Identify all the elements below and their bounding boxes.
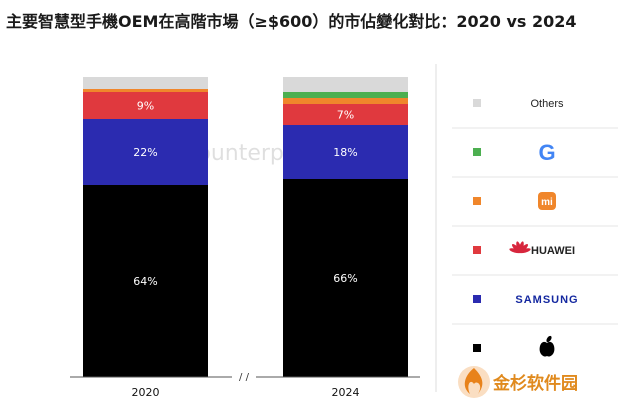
axis-break-gap — [232, 372, 256, 382]
legend-swatch-apple — [473, 344, 481, 352]
bar-2024-google — [283, 92, 408, 98]
legend-item-google: G — [452, 127, 618, 165]
chart-title: 主要智慧型手機OEM在高階市場（≥$600）的市佔變化對比：2020 vs 20… — [6, 12, 577, 31]
bar-label-2020-apple: 64% — [133, 275, 157, 288]
bar-label-2020-huawei: 9% — [137, 100, 154, 113]
bar-2020-others — [83, 77, 208, 89]
bar-2024-apple — [283, 179, 408, 377]
xiaomi-logo-icon — [538, 192, 556, 210]
bar-2020-xiaomi — [83, 89, 208, 92]
bar-2020-samsung — [83, 119, 208, 185]
legend-swatch-others — [473, 99, 481, 107]
bar-2024-xiaomi — [283, 98, 408, 104]
xiaomi-logo-text: mi — [541, 197, 553, 208]
x-tick-2020: 2020 — [132, 386, 160, 399]
legend-item-xiaomi: mi — [452, 176, 618, 210]
legend-swatch-google — [473, 148, 481, 156]
legend: Others Gmi HUAWEI SAMSUNG — [452, 98, 618, 357]
bar-label-2024-huawei: 7% — [337, 109, 354, 122]
huawei-logo-text: HUAWEI — [531, 245, 575, 257]
bar-2020-apple — [83, 185, 208, 377]
bar-2024-huawei — [283, 104, 408, 125]
legend-item-others: Others — [473, 98, 564, 110]
apple-logo-icon — [539, 335, 555, 357]
google-logo-icon: G — [538, 140, 555, 165]
legend-label-others: Others — [530, 98, 564, 110]
bar-2024-others — [283, 77, 408, 92]
legend-swatch-samsung — [473, 295, 481, 303]
site-badge: 金杉软件园 — [458, 366, 578, 398]
samsung-logo-text: SAMSUNG — [515, 294, 578, 306]
bar-label-2020-samsung: 22% — [133, 146, 157, 159]
huawei-logo-icon — [509, 241, 531, 254]
bar-label-2024-samsung: 18% — [333, 146, 357, 159]
legend-item-huawei: HUAWEI — [452, 225, 618, 257]
legend-item-apple — [452, 323, 618, 357]
legend-swatch-huawei — [473, 246, 481, 254]
x-tick-2024: 2024 — [332, 386, 360, 399]
axis-break-mark: / / — [239, 372, 250, 383]
bar-2020-huawei — [83, 92, 208, 119]
badge-text: 金杉软件园 — [492, 373, 578, 394]
legend-swatch-xiaomi — [473, 197, 481, 205]
legend-item-samsung: SAMSUNG — [452, 274, 618, 306]
flame-logo-icon — [458, 366, 490, 398]
bar-label-2024-apple: 66% — [333, 272, 357, 285]
bar-2024-samsung — [283, 125, 408, 179]
